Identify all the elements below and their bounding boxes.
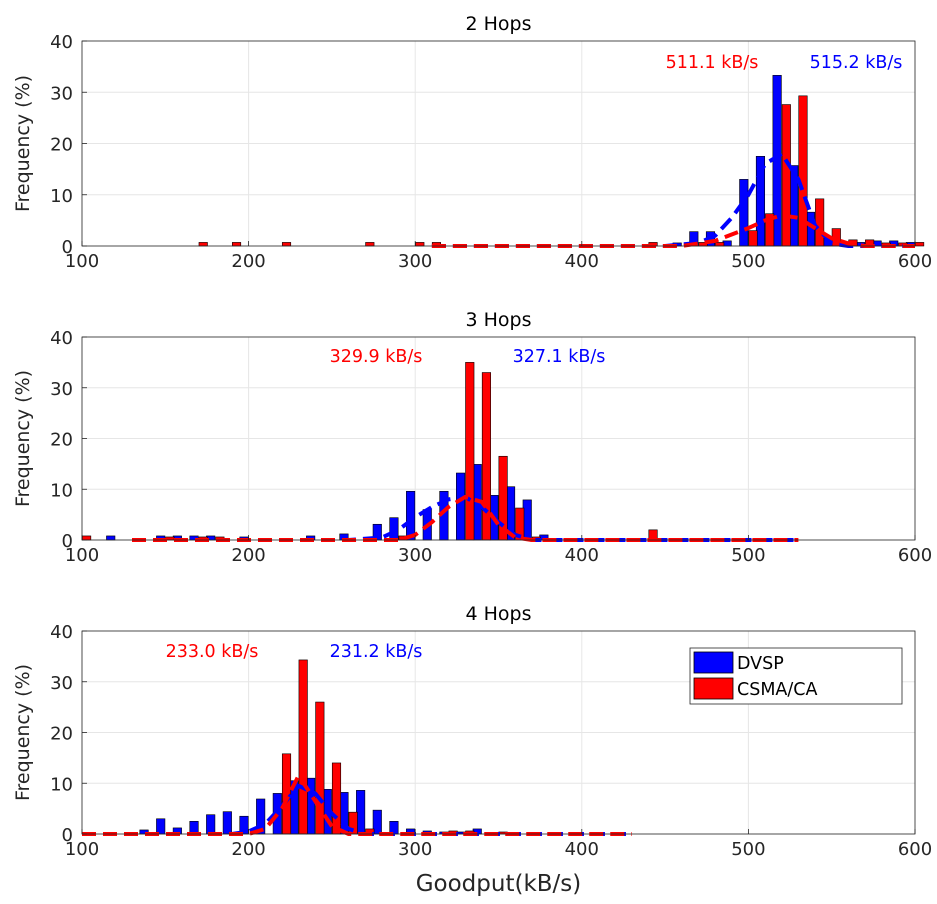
csma-ca-fit-curve — [132, 494, 799, 542]
x-tick-label: 500 — [731, 545, 765, 566]
x-axis-label: Goodput(kB/s) — [416, 871, 582, 897]
dvsp-fit-curve — [431, 151, 915, 248]
csma-ca-bar — [748, 230, 758, 247]
dvsp-bar — [156, 818, 166, 835]
y-tick-label: 40 — [50, 32, 73, 53]
y-tick-label: 10 — [50, 186, 73, 207]
x-tick-label: 300 — [398, 251, 432, 272]
legend-label: CSMA/CA — [737, 680, 818, 700]
legend-swatch — [693, 651, 734, 674]
csma-ca-bar — [781, 104, 791, 247]
csma-ca-bar — [281, 242, 292, 247]
legend-label: DVSP — [737, 654, 784, 674]
y-tick-label: 40 — [50, 328, 73, 349]
subplot-1: 100 200 300 400 500 600 0 10 20 30 40 2 Hops Frequen… — [12, 13, 932, 272]
x-tick-label: 300 — [398, 839, 432, 860]
csma-ca-bar — [298, 659, 308, 835]
subplot-title: 3 Hops — [466, 309, 532, 331]
dvsp-mean-annotation: 327.1 kB/s — [513, 347, 606, 367]
dvsp-fit-curve — [132, 494, 799, 542]
legend-swatch — [693, 677, 734, 700]
dvsp-bar — [106, 535, 116, 541]
y-tick-label: 40 — [50, 622, 73, 643]
dvsp-bar — [222, 811, 232, 835]
dvsp-bar — [406, 490, 416, 541]
csma-ca-mean-annotation: 233.0 kB/s — [166, 642, 259, 662]
y-axis-label: Frequency (%) — [12, 370, 34, 507]
y-tick-label: 30 — [50, 83, 73, 104]
x-tick-label: 300 — [398, 545, 432, 566]
subplot-title: 4 Hops — [466, 603, 532, 625]
y-tick-label: 10 — [50, 480, 73, 501]
subplot-3: 100 200 300 400 500 600 0 10 20 30 40 4 Hops Frequen… — [12, 603, 932, 897]
subplot-2: 100 200 300 400 500 600 0 10 20 30 40 3 Hops Frequen… — [12, 309, 932, 566]
x-tick-label: 200 — [231, 251, 265, 272]
csma-ca-bar — [465, 362, 475, 541]
csma-ca-fit-curve — [431, 213, 915, 248]
y-tick-label: 30 — [50, 673, 73, 694]
x-tick-label: 200 — [231, 545, 265, 566]
dvsp-bar — [739, 179, 749, 247]
x-tick-label: 600 — [898, 839, 932, 860]
csma-ca-bar — [82, 535, 92, 541]
csma-ca-bar — [365, 242, 375, 247]
csma-ca-bar — [231, 242, 242, 247]
dvsp-bar — [456, 472, 466, 541]
x-tick-label: 100 — [65, 545, 99, 566]
y-axis-label: Frequency (%) — [12, 664, 34, 801]
y-tick-label: 30 — [50, 379, 73, 400]
legend: DVSP CSMA/CA — [689, 647, 903, 705]
y-tick-label: 10 — [50, 774, 73, 795]
y-tick-label: 0 — [62, 531, 73, 552]
x-tick-label: 200 — [231, 839, 265, 860]
csma-ca-mean-annotation: 329.9 kB/s — [330, 347, 423, 367]
x-tick-label: 500 — [731, 251, 765, 272]
x-tick-label: 400 — [565, 839, 599, 860]
x-tick-label: 600 — [898, 251, 932, 272]
y-tick-label: 20 — [50, 135, 73, 156]
csma-ca-bar — [915, 242, 925, 247]
csma-ca-bar — [815, 198, 825, 247]
dvsp-mean-annotation: 231.2 kB/s — [330, 642, 423, 662]
dvsp-bar — [206, 814, 216, 835]
dvsp-bar — [389, 517, 399, 541]
x-tick-label: 400 — [565, 251, 599, 272]
y-tick-label: 0 — [62, 237, 73, 258]
y-tick-label: 20 — [50, 430, 73, 451]
x-tick-label: 400 — [565, 545, 599, 566]
y-axis-label: Frequency (%) — [12, 75, 34, 212]
y-tick-label: 20 — [50, 724, 73, 745]
x-tick-label: 100 — [65, 839, 99, 860]
csma-ca-mean-annotation: 511.1 kB/s — [666, 53, 759, 73]
x-tick-label: 100 — [65, 251, 99, 272]
csma-ca-bar — [315, 701, 325, 835]
x-tick-label: 500 — [731, 839, 765, 860]
x-tick-label: 600 — [898, 545, 932, 566]
csma-ca-bar — [198, 242, 208, 247]
csma-ca-bar — [715, 242, 725, 247]
csma-ca-fit-curve — [82, 773, 632, 836]
dvsp-fit-curve — [82, 783, 632, 836]
dvsp-mean-annotation: 515.2 kB/s — [810, 53, 903, 73]
csma-ca-bar — [498, 455, 508, 541]
csma-ca-bar — [331, 762, 342, 835]
csma-ca-bar — [415, 242, 425, 247]
subplot-title: 2 Hops — [466, 13, 532, 35]
y-tick-label: 0 — [62, 825, 73, 846]
